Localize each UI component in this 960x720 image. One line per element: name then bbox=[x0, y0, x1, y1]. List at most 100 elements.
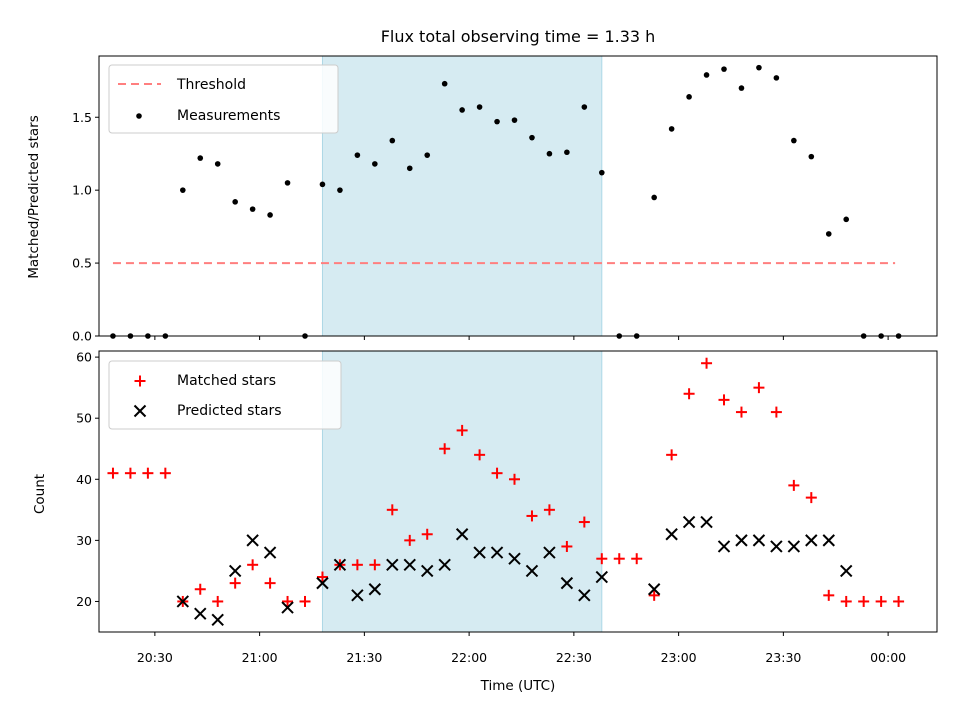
measurement-point bbox=[808, 153, 815, 160]
predicted-point bbox=[647, 583, 661, 596]
predicted-point-b bbox=[735, 534, 748, 547]
legend-predicted-swatch bbox=[133, 404, 147, 418]
x-tick-label: 21:00 bbox=[242, 650, 278, 665]
measurement-point bbox=[494, 118, 500, 125]
measurement-point bbox=[581, 104, 588, 110]
predicted-point bbox=[473, 546, 486, 559]
predicted-point bbox=[595, 570, 609, 584]
x-axis-label: Time (UTC) bbox=[480, 678, 556, 694]
matched-point bbox=[753, 382, 765, 394]
measurement-point bbox=[651, 194, 657, 201]
matched-point bbox=[613, 553, 625, 565]
predicted-point-b bbox=[176, 595, 190, 608]
matched-point bbox=[107, 467, 119, 479]
measurement-point bbox=[389, 137, 396, 144]
measurement-point bbox=[354, 152, 361, 158]
matched-point bbox=[631, 553, 643, 565]
predicted-point bbox=[421, 564, 434, 578]
predicted-point bbox=[403, 558, 416, 572]
measurement-point bbox=[372, 161, 378, 167]
predicted-point bbox=[805, 534, 818, 547]
matched-point bbox=[212, 595, 224, 607]
predicted-point-b bbox=[578, 589, 591, 602]
predicted-point-b bbox=[770, 540, 783, 553]
y-tick-label: 1.0 bbox=[72, 183, 92, 198]
predicted-point bbox=[787, 540, 801, 553]
measurement-point bbox=[424, 152, 431, 158]
predicted-point bbox=[735, 534, 748, 547]
predicted-point-b bbox=[333, 558, 347, 572]
measurement-point bbox=[703, 72, 710, 78]
bottom-y-axis-label: Count bbox=[32, 474, 48, 514]
matched-point bbox=[875, 595, 887, 607]
predicted-point bbox=[316, 576, 329, 590]
matched-point bbox=[683, 388, 695, 400]
axes-frame bbox=[98, 55, 938, 337]
measurement-point bbox=[773, 75, 780, 81]
legend-matched-swatch bbox=[134, 375, 146, 387]
predicted-point-b bbox=[473, 546, 486, 559]
predicted-point bbox=[770, 540, 783, 553]
measurement-point bbox=[843, 216, 850, 223]
matched-point bbox=[299, 595, 311, 607]
predicted-point bbox=[840, 564, 853, 578]
predicted-point-b bbox=[840, 564, 853, 578]
measurement-point bbox=[686, 94, 692, 100]
measurement-point bbox=[738, 85, 745, 91]
matched-point bbox=[316, 571, 328, 583]
matched-point bbox=[578, 516, 590, 528]
predicted-point bbox=[386, 558, 399, 572]
predicted-point-b bbox=[403, 558, 416, 572]
predicted-point bbox=[543, 546, 556, 559]
y-tick-label: 1.5 bbox=[72, 110, 92, 125]
measurement-point bbox=[284, 180, 291, 186]
measurement-point bbox=[214, 161, 221, 167]
predicted-point bbox=[717, 540, 731, 553]
y-tick-label: 0.5 bbox=[72, 256, 92, 271]
predicted-point bbox=[194, 607, 207, 620]
predicted-point bbox=[263, 546, 277, 559]
predicted-point-b bbox=[787, 540, 801, 553]
predicted-point-b bbox=[682, 515, 696, 529]
legend-measurements-label: Measurements bbox=[177, 108, 280, 124]
legend-box bbox=[108, 64, 339, 134]
predicted-point-b bbox=[490, 546, 504, 559]
predicted-point-b bbox=[752, 534, 766, 547]
measurement-point bbox=[319, 181, 326, 188]
predicted-point bbox=[525, 564, 539, 578]
highlight-span bbox=[321, 350, 603, 633]
y-tick-label: 50 bbox=[76, 411, 92, 426]
predicted-point bbox=[438, 558, 451, 572]
measurement-point bbox=[756, 64, 762, 71]
measurement-point bbox=[721, 66, 727, 72]
matched-point bbox=[351, 559, 363, 571]
measurement-point bbox=[529, 134, 535, 141]
matched-point bbox=[543, 504, 555, 516]
matched-point bbox=[840, 595, 852, 607]
predicted-point-b bbox=[228, 564, 242, 578]
matched-point bbox=[474, 449, 486, 461]
matched-point bbox=[456, 424, 468, 436]
predicted-point bbox=[578, 589, 591, 602]
measurement-point bbox=[564, 149, 570, 156]
predicted-point bbox=[752, 534, 766, 547]
predicted-point-b bbox=[665, 528, 678, 541]
matched-point bbox=[369, 559, 381, 571]
predicted-point-b bbox=[368, 583, 382, 596]
matched-point bbox=[735, 406, 747, 418]
x-tick-label: 20:30 bbox=[137, 650, 173, 665]
matched-point bbox=[124, 467, 136, 479]
predicted-point bbox=[822, 534, 835, 547]
matched-point bbox=[648, 589, 660, 601]
bottom-panel: 20 30 40 50 60 20:30 21:00 21:30 22:00 22:30 23:00… bbox=[76, 350, 938, 665]
matched-point bbox=[526, 510, 538, 522]
predicted-point-b bbox=[700, 515, 713, 529]
legend-matched-label: Matched stars bbox=[177, 373, 276, 389]
matched-point bbox=[491, 467, 503, 479]
predicted-point-b bbox=[316, 576, 329, 590]
matched-point bbox=[404, 534, 416, 546]
matched-point bbox=[247, 559, 259, 571]
measurement-point bbox=[459, 107, 465, 113]
predicted-point-b bbox=[211, 613, 224, 626]
chart-title: Flux total observing time = 1.33 h bbox=[381, 27, 656, 46]
